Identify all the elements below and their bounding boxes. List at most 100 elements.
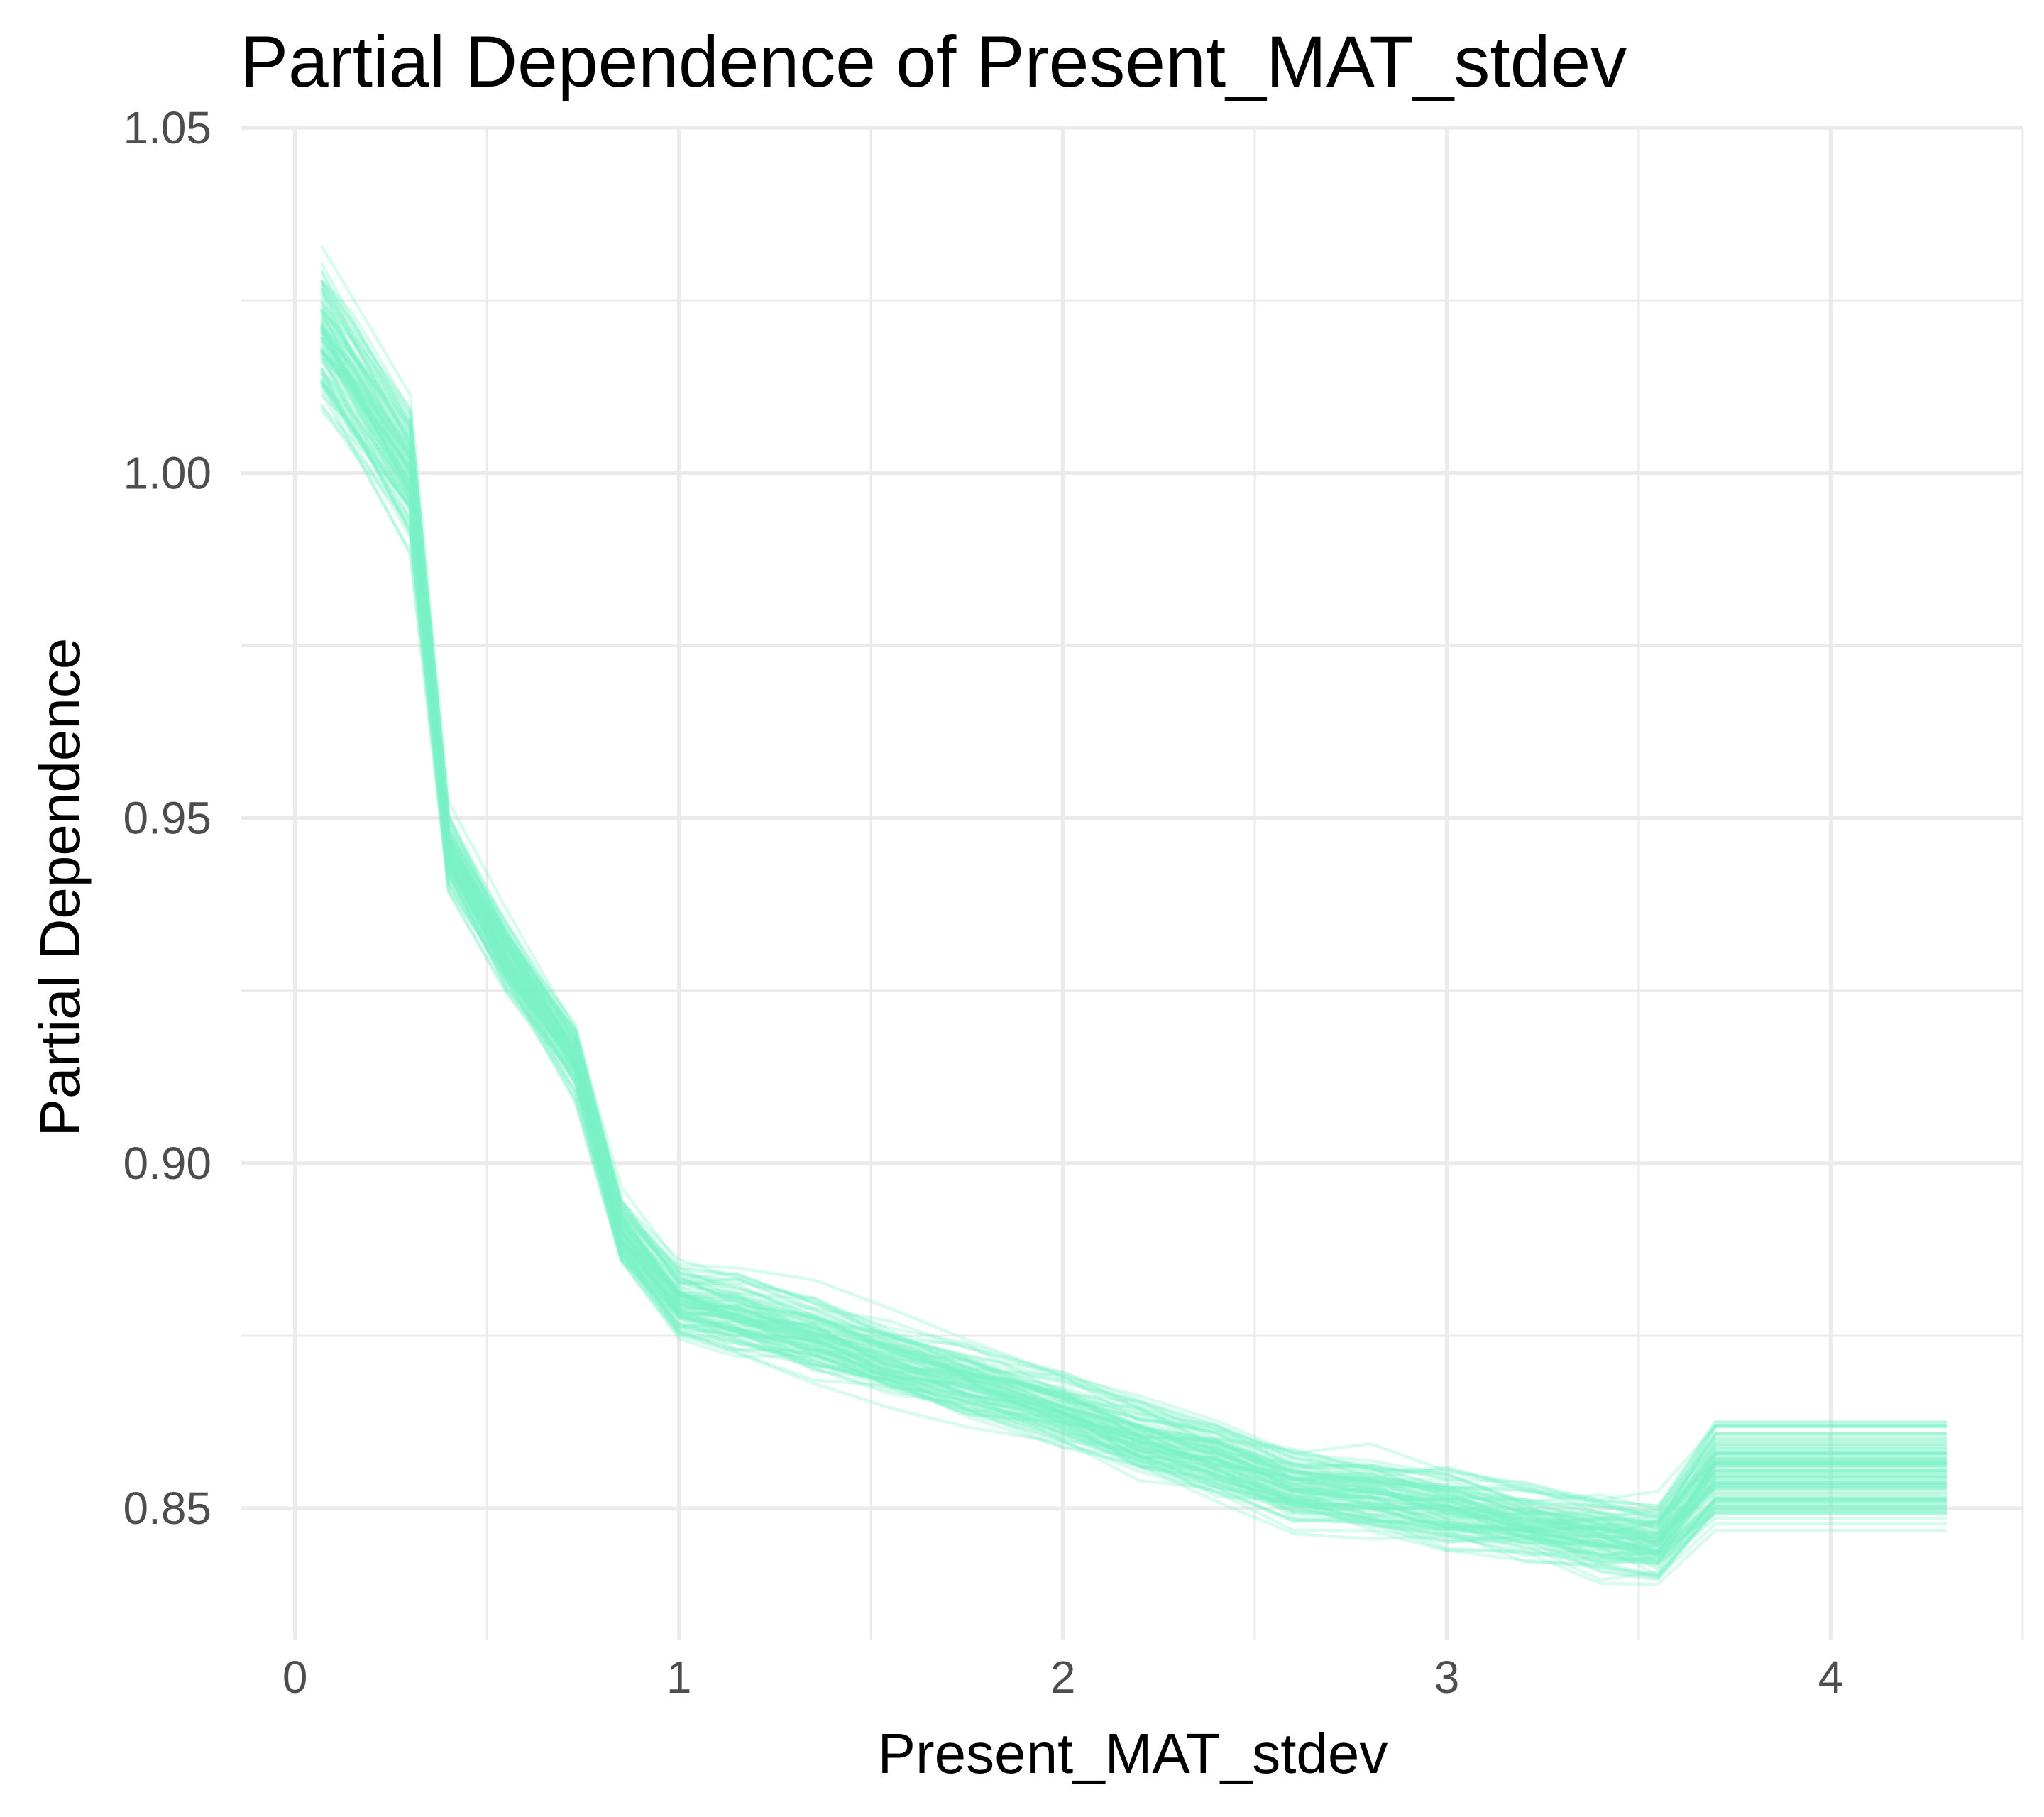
ice-series-line	[320, 341, 1948, 1563]
ice-series-line	[320, 381, 1948, 1577]
ice-series-line	[320, 410, 1948, 1586]
ice-series-line	[320, 338, 1948, 1552]
ice-series-line	[320, 270, 1948, 1520]
ice-series-line	[320, 286, 1948, 1527]
ice-series-line	[320, 390, 1948, 1582]
ice-series-line	[320, 326, 1948, 1527]
ice-series-line	[320, 321, 1948, 1539]
ice-series-line	[320, 313, 1948, 1536]
ice-series-line	[320, 345, 1948, 1553]
ice-series-line	[320, 349, 1948, 1540]
ice-series-line	[320, 285, 1948, 1508]
ice-series-line	[320, 341, 1948, 1558]
ice-series-line	[320, 279, 1948, 1515]
ice-series-line	[320, 306, 1948, 1527]
ice-series-line	[320, 368, 1948, 1565]
ice-series-line	[320, 281, 1948, 1530]
ice-series-line	[320, 367, 1948, 1566]
ice-series-line	[320, 319, 1948, 1542]
x-axis-label: Present_MAT_stdev	[878, 1722, 1388, 1785]
ice-series-line	[320, 331, 1948, 1551]
ice-series-line	[320, 324, 1948, 1554]
ice-series-line	[320, 300, 1948, 1531]
y-axis-label: Partial Dependence	[28, 638, 92, 1137]
ice-series-line	[320, 378, 1948, 1560]
y-tick-label: 1.00	[123, 447, 211, 498]
ice-series-line	[320, 317, 1948, 1535]
ice-series-line	[320, 300, 1948, 1525]
ice-series-line	[320, 331, 1948, 1541]
ice-series-line	[320, 262, 1948, 1524]
ice-series-line	[320, 280, 1948, 1508]
ice-series-line	[320, 348, 1948, 1557]
ice-series-line	[320, 369, 1948, 1559]
ice-series-line	[320, 323, 1948, 1544]
ice-series-line	[320, 347, 1948, 1563]
ice-series-line	[320, 336, 1948, 1537]
chart-title: Partial Dependence of Present_MAT_stdev	[240, 21, 1627, 102]
ice-series-line	[320, 348, 1948, 1553]
ice-series-line	[320, 358, 1948, 1568]
x-axis-ticks: 0 1 2 3 4	[282, 1652, 1843, 1703]
ice-series-line	[320, 336, 1948, 1541]
major-gridlines	[241, 126, 2023, 1640]
ice-series-line	[320, 378, 1948, 1566]
ice-series-line	[320, 280, 1948, 1515]
ice-series-line	[320, 351, 1948, 1554]
ice-series-line	[320, 350, 1948, 1555]
ice-series-line	[320, 309, 1948, 1544]
x-tick-label: 2	[1050, 1652, 1076, 1703]
ice-series-line	[320, 322, 1948, 1549]
ice-series-line	[320, 380, 1948, 1564]
ice-lines	[320, 245, 1948, 1586]
x-tick-label: 3	[1434, 1652, 1460, 1703]
ice-series-line	[320, 324, 1948, 1542]
ice-series-line	[320, 282, 1948, 1520]
ice-series-line	[320, 357, 1948, 1556]
ice-series-line	[320, 381, 1948, 1554]
ice-series-line	[320, 331, 1948, 1548]
ice-series-line	[320, 380, 1948, 1564]
y-tick-label: 0.95	[123, 793, 211, 844]
ice-series-line	[320, 289, 1948, 1517]
ice-series-line	[320, 361, 1948, 1561]
ice-series-line	[320, 351, 1948, 1549]
ice-series-line	[320, 378, 1948, 1580]
ice-series-line	[320, 270, 1948, 1513]
ice-series-line	[320, 371, 1948, 1555]
y-tick-label: 0.90	[123, 1138, 211, 1189]
ice-series-line	[320, 347, 1948, 1548]
y-axis-ticks: 0.85 0.90 0.95 1.00 1.05	[123, 102, 211, 1534]
ice-series-line	[320, 356, 1948, 1564]
ice-series-line	[320, 315, 1948, 1535]
ice-series-line	[320, 394, 1948, 1582]
ice-series-line	[320, 329, 1948, 1547]
minor-gridlines	[241, 128, 2024, 1640]
ice-series-line	[320, 381, 1948, 1579]
ice-series-line	[320, 366, 1948, 1556]
ice-series-line	[320, 349, 1948, 1557]
ice-series-line	[320, 385, 1948, 1577]
y-tick-label: 1.05	[123, 102, 211, 153]
ice-series-line	[320, 326, 1948, 1543]
ice-series-line	[320, 383, 1948, 1577]
ice-series-line	[320, 311, 1948, 1528]
ice-series-line	[320, 328, 1948, 1536]
ice-series-line	[320, 326, 1948, 1552]
x-tick-label: 1	[666, 1652, 692, 1703]
ice-series-line	[320, 325, 1948, 1537]
ice-series-line	[320, 325, 1948, 1542]
ice-series-line	[320, 293, 1948, 1530]
ice-series-line	[320, 288, 1948, 1522]
ice-series-line	[320, 337, 1948, 1548]
ice-series-line	[320, 354, 1948, 1564]
ice-series-line	[320, 308, 1948, 1539]
ice-series-line	[320, 301, 1948, 1543]
ice-series-line	[320, 336, 1948, 1547]
ice-series-line	[320, 404, 1948, 1564]
ice-series-line	[320, 280, 1948, 1512]
ice-series-line	[320, 373, 1948, 1561]
ice-series-line	[320, 352, 1948, 1571]
ice-series-line	[320, 309, 1948, 1536]
ice-series-line	[320, 318, 1948, 1525]
